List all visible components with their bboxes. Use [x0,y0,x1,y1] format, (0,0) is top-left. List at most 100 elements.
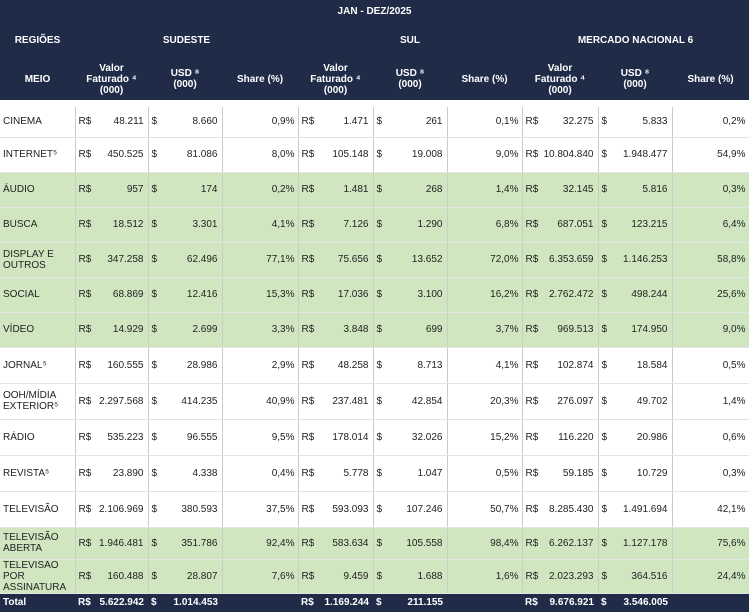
amount: 49.702 [636,395,668,407]
money-cell: $1.146.253 [599,254,672,265]
money-cell: $1.491.694 [599,504,672,515]
currency: $ [601,431,608,443]
columns-row: MEIO Valor Faturado ⁴ (000) USD ⁸ (000) Sha… [0,58,749,100]
currency: R$ [78,431,92,443]
amount: 969.513 [557,324,594,335]
money-cell: $174 [149,184,222,195]
usd-cell: $12.416 [148,277,223,313]
amount: 62.496 [186,254,218,265]
currency: $ [376,289,383,300]
money-cell: R$ 5.622.942 [75,597,148,608]
amount: 1.146.253 [623,254,668,265]
share-cell: 24,4% [672,559,749,594]
money-cell: R$ 957 [76,184,148,195]
share-cell: 0,2% [222,172,299,208]
money-cell: R$ 5.778 [299,468,373,479]
value-cell: R$ 178.014 [298,419,374,456]
usd-cell: $1.290 [373,207,448,243]
value-cell: R$ 8.285.430 [522,491,599,528]
share-cell: 8,0% [222,137,299,173]
column-header: USD ⁸ (000) [148,58,222,100]
value-cell: R$ 969.513 [522,312,599,348]
amount: 1.481 [343,184,369,195]
value-cell: R$ 583.634 [298,527,374,560]
amount: 3.301 [192,219,218,230]
currency: R$ [525,149,539,160]
currency: R$ [301,116,315,128]
usd-cell: $3.100 [373,277,448,313]
currency: $ [376,359,383,371]
currency: $ [151,503,158,515]
share-cell: 9,5% [222,419,299,456]
value-cell: R$ 535.223 [75,419,149,456]
money-cell: $19.008 [374,149,447,160]
usd-cell: $28.807 [148,559,223,594]
data-row: REVISTA⁵ R$ 23.890 $4.338 0,4% R$ 5.778 $1.047 0… [0,455,749,492]
amount: 2.762.472 [549,289,594,300]
usd-cell: $10.729 [598,455,673,492]
amount: 160.555 [107,359,144,371]
share-cell: 15,2% [447,419,523,456]
currency: R$ [301,503,315,515]
money-cell: R$ 583.634 [299,538,373,549]
usd-cell: $8.713 [373,347,448,384]
amount: 1.946.481 [99,537,144,549]
value-cell: R$ 2.023.293 [522,559,599,594]
money-cell: R$ 59.185 [523,468,598,479]
value-cell: R$ 105.148 [298,137,374,173]
meio-label: MEIO [0,58,75,100]
usd-cell: $699 [373,312,448,348]
usd-cell: $1.146.253 [598,242,673,278]
money-cell: $8.660 [149,116,222,127]
amount: 116.220 [558,431,594,443]
money-cell: R$ 3.848 [299,324,373,335]
money-cell: $174.950 [599,324,672,335]
share-cell: 16,2% [447,277,523,313]
money-cell: $28.986 [149,360,222,371]
money-cell: $1.948.477 [599,149,672,160]
currency: $ [601,324,608,335]
currency: $ [151,359,158,371]
amount: 4.338 [192,467,218,479]
share-cell: 1,6% [447,559,523,594]
amount: 211.155 [407,597,443,609]
amount: 8.285.430 [549,503,594,515]
share-cell: 92,4% [222,527,299,560]
amount: 450.525 [107,149,144,160]
row-label: RÁDIO [0,419,76,456]
money-cell: $211.155 [373,597,447,608]
usd-cell: $5.816 [598,172,673,208]
value-cell: R$ 6.353.659 [522,242,599,278]
usd-cell: $1.047 [373,455,448,492]
amount: 2.297.568 [99,395,144,407]
money-cell: $3.546.005 [598,597,672,608]
share-cell: 50,7% [447,491,523,528]
money-cell: $96.555 [149,432,222,443]
value-cell: R$ 5.778 [298,455,374,492]
currency: $ [151,219,158,230]
money-cell: R$ 1.471 [299,116,373,127]
share-cell: 2,9% [222,347,299,384]
value-cell: R$ 17.036 [298,277,374,313]
data-row: ÁUDIO R$ 957 $174 0,2% R$ 1.481 $268 1,4% R$ 32.14… [0,172,749,208]
amount: 699 [425,324,443,335]
usd-cell: $268 [373,172,448,208]
currency: R$ [301,254,315,265]
money-cell: R$ 18.512 [76,219,148,230]
usd-cell: $81.086 [148,137,223,173]
share-cell: 0,9% [222,107,299,138]
value-cell: R$ 276.097 [522,383,599,420]
region: MERCADO NACIONAL 6 [522,22,749,58]
amount: 9.676.921 [549,597,595,609]
money-cell: $13.652 [374,254,447,265]
amount: 3.100 [417,289,443,300]
usd-cell: $96.555 [148,419,223,456]
money-cell: $8.713 [374,360,447,371]
value-cell: R$ 1.481 [298,172,374,208]
currency: $ [601,395,608,407]
share-cell: 77,1% [222,242,299,278]
amount: 535.223 [107,431,144,443]
money-cell: $380.593 [149,504,222,515]
total-usd: $3.546.005 [598,593,672,612]
value-cell: R$ 687.051 [522,207,599,243]
